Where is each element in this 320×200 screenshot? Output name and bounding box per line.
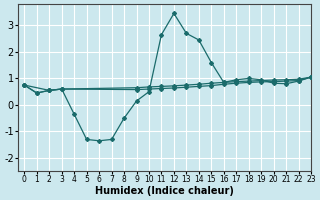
X-axis label: Humidex (Indice chaleur): Humidex (Indice chaleur) bbox=[95, 186, 234, 196]
